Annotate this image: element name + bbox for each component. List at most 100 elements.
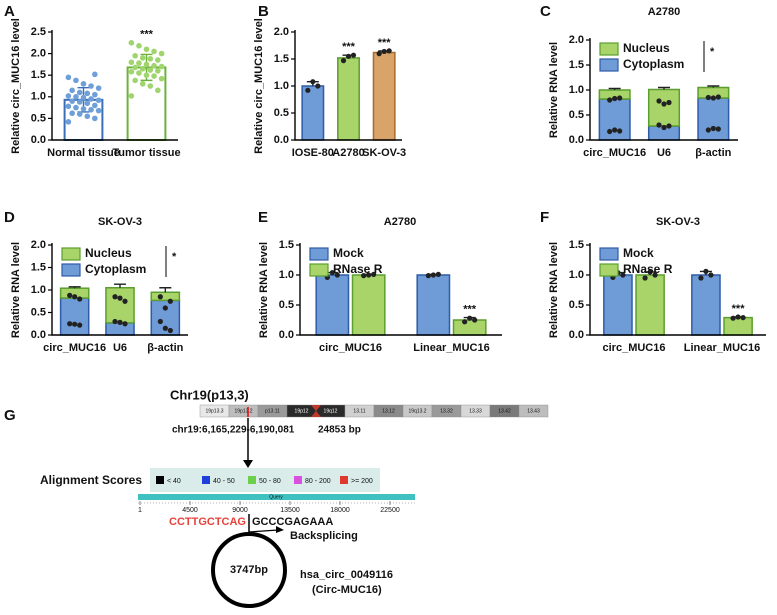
chart-title: SK-OV-3 bbox=[98, 216, 142, 228]
band-label: 19p13.2 bbox=[234, 408, 252, 414]
data-point bbox=[92, 115, 98, 122]
y-tick-label: 0.0 bbox=[274, 134, 289, 146]
y-tick-label: 0.5 bbox=[31, 112, 46, 124]
data-point bbox=[607, 128, 613, 135]
legend-label: RNase R bbox=[623, 262, 673, 276]
data-point bbox=[162, 305, 168, 311]
data-point bbox=[607, 97, 613, 103]
y-tick-label: 1.0 bbox=[569, 84, 584, 96]
centromere bbox=[311, 405, 321, 417]
data-point bbox=[77, 296, 83, 302]
panel-letter: B bbox=[258, 3, 269, 20]
data-point bbox=[167, 298, 173, 304]
significance: *** bbox=[732, 303, 746, 315]
y-tick-label: 0.5 bbox=[31, 306, 46, 318]
bar bbox=[416, 274, 451, 336]
data-point bbox=[88, 96, 94, 102]
data-point bbox=[117, 319, 123, 325]
data-point bbox=[95, 85, 102, 91]
data-point bbox=[139, 55, 146, 61]
x-tick-label: U6 bbox=[657, 147, 671, 159]
data-point bbox=[345, 53, 352, 59]
data-point bbox=[158, 75, 165, 82]
data-point bbox=[162, 325, 168, 331]
data-point bbox=[430, 272, 436, 278]
bar bbox=[351, 274, 386, 336]
bar bbox=[691, 274, 721, 336]
data-point bbox=[151, 73, 157, 79]
circ-id: hsa_circ_0049116 bbox=[300, 569, 393, 581]
data-point bbox=[735, 314, 741, 320]
y-tick-label: 0.5 bbox=[274, 107, 289, 119]
axes bbox=[299, 243, 502, 336]
data-point bbox=[73, 104, 79, 111]
legend-swatch bbox=[61, 247, 81, 261]
y-tick-label: 2.0 bbox=[274, 26, 289, 38]
data-point bbox=[72, 321, 78, 327]
x-tick-label: SK-OV-3 bbox=[362, 147, 406, 159]
data-point bbox=[656, 98, 662, 104]
data-point bbox=[705, 94, 711, 101]
data-point bbox=[158, 50, 165, 57]
data-point bbox=[467, 315, 473, 321]
legend-swatch bbox=[599, 42, 619, 56]
data-point bbox=[435, 271, 441, 277]
data-point bbox=[710, 95, 716, 101]
score-legend: < 40 40 - 50 50 - 80 80 - 200 >= 200 bbox=[156, 476, 373, 485]
data-point bbox=[80, 81, 87, 87]
data-point bbox=[340, 58, 347, 64]
bar bbox=[337, 57, 360, 141]
x-tick-label: circ_MUC16 bbox=[583, 147, 646, 159]
error-bar bbox=[68, 286, 81, 289]
data-point bbox=[715, 94, 721, 100]
data-point bbox=[661, 101, 667, 107]
data-point bbox=[65, 93, 72, 99]
bar-segment bbox=[697, 97, 730, 141]
query-tick-label: 13500 bbox=[280, 507, 300, 514]
y-tick-label: 1.0 bbox=[31, 91, 46, 103]
alignment-title: Alignment Scores bbox=[40, 473, 142, 487]
panel-letter: D bbox=[4, 209, 15, 226]
data-point bbox=[612, 95, 618, 102]
y-tick-label: 0.0 bbox=[279, 329, 294, 341]
x-tick-label: Normal tissue bbox=[47, 147, 120, 159]
length: 24853 bp bbox=[318, 425, 361, 436]
y-tick-label: 1.0 bbox=[274, 80, 289, 92]
y-tick-label: 1.0 bbox=[279, 269, 294, 281]
significance: *** bbox=[378, 37, 392, 49]
panel-letter: E bbox=[258, 209, 268, 226]
data-point bbox=[84, 100, 91, 107]
legend-note: * bbox=[710, 46, 715, 58]
query-bar bbox=[138, 494, 415, 500]
data-point bbox=[80, 106, 87, 112]
legend-swatch bbox=[309, 247, 329, 261]
data-point bbox=[132, 52, 138, 59]
data-point bbox=[155, 87, 161, 94]
data-point bbox=[92, 102, 98, 109]
score-swatch bbox=[156, 476, 164, 484]
data-point bbox=[305, 87, 311, 93]
x-tick-label: β-actin bbox=[695, 147, 731, 159]
error-bar bbox=[707, 85, 720, 88]
query-tick-label: 18000 bbox=[330, 507, 350, 514]
data-point bbox=[371, 271, 377, 277]
axes bbox=[51, 30, 178, 141]
circ-alias: (Circ-MUC16) bbox=[312, 584, 382, 596]
x-tick-label: U6 bbox=[113, 342, 127, 354]
y-axis-label: Relative circ_MUC16 level bbox=[253, 18, 265, 154]
data-point bbox=[128, 68, 135, 75]
data-point bbox=[80, 94, 87, 101]
data-point bbox=[69, 87, 75, 94]
chromosome-title: Chr19(p13,3) bbox=[170, 387, 249, 402]
data-point bbox=[128, 40, 135, 46]
data-point bbox=[705, 127, 711, 133]
data-point bbox=[88, 83, 94, 89]
band-label: 19p12 bbox=[295, 408, 309, 414]
data-point bbox=[155, 68, 161, 74]
band bbox=[518, 404, 549, 418]
legend-label: Nucleus bbox=[623, 41, 670, 55]
band-label: 13.12 bbox=[382, 408, 395, 414]
legend-swatch bbox=[309, 263, 329, 277]
data-point bbox=[472, 317, 478, 323]
band-label: 19q13.2 bbox=[408, 408, 426, 414]
